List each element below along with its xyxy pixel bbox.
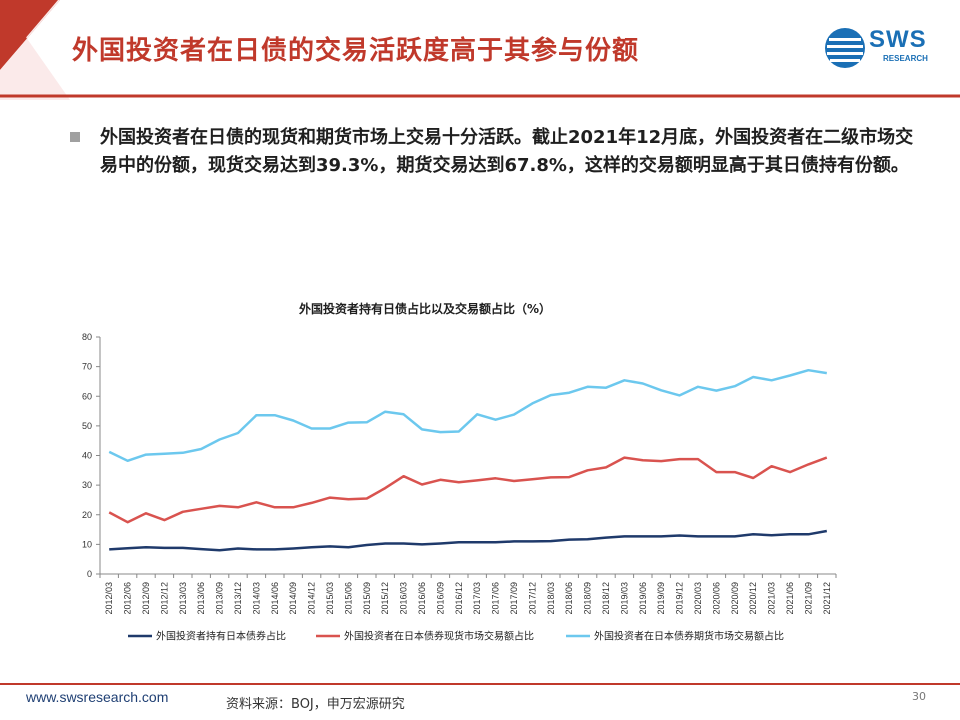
legend-label-1: 外国投资者持有日本债券占比 xyxy=(156,630,286,643)
logo-text: SWS xyxy=(869,26,927,53)
y-tick-label: 20 xyxy=(82,510,92,520)
y-tick-label: 0 xyxy=(87,569,92,579)
x-tick-label: 2020/06 xyxy=(711,582,721,615)
x-tick-label: 2018/12 xyxy=(601,582,611,615)
chart-axes: 0 10 20 30 40 50 60 70 80 2012/03 2012/06 2012/09 20… xyxy=(82,332,837,615)
header-red-triangle xyxy=(0,0,58,68)
x-tick-label: 2012/03 xyxy=(104,582,114,615)
legend-label-3: 外国投资者在日本债券期货市场交易额占比 xyxy=(594,630,784,643)
x-tick-label: 2019/12 xyxy=(675,582,685,615)
bullet-square-icon xyxy=(70,132,80,142)
x-tick-label: 2019/09 xyxy=(656,582,666,615)
x-tick-label: 2020/09 xyxy=(730,582,740,615)
x-tick-label: 2014/12 xyxy=(307,582,317,615)
x-tick-label: 2015/03 xyxy=(325,582,335,615)
x-tick-label: 2013/09 xyxy=(215,582,225,615)
x-tick-label: 2021/12 xyxy=(822,582,832,615)
x-tick-label: 2017/03 xyxy=(472,582,482,615)
x-tick-label: 2016/06 xyxy=(417,582,427,615)
x-tick-label: 2020/03 xyxy=(693,582,703,615)
x-tick-label: 2017/06 xyxy=(491,582,501,615)
y-tick-label: 80 xyxy=(82,332,92,342)
y-tick-label: 50 xyxy=(82,421,92,431)
y-tick-label: 60 xyxy=(82,391,92,401)
x-tick-label: 2016/12 xyxy=(454,582,464,615)
x-tick-label: 2017/12 xyxy=(527,582,537,615)
sws-logo: SWS RESEARCH xyxy=(823,26,943,70)
page-number: 30 xyxy=(912,690,926,703)
x-tick-label: 2019/06 xyxy=(638,582,648,615)
x-tick-label: 2018/06 xyxy=(564,582,574,615)
slide-title: 外国投资者在日债的交易活跃度高于其参与份额 xyxy=(72,36,640,66)
series-line-1 xyxy=(109,529,828,552)
chart-legend: 外国投资者持有日本债券占比 外国投资者在日本债券现货市场交易额占比 外国投资者在日本… xyxy=(128,630,784,643)
y-tick-label: 30 xyxy=(82,480,92,490)
footer-source: 资料来源：BOJ，申万宏源研究 xyxy=(226,697,405,712)
x-tick-label: 2012/06 xyxy=(123,582,133,615)
x-tick-label: 2019/03 xyxy=(619,582,629,615)
header-decoration xyxy=(0,0,960,100)
y-tick-label: 40 xyxy=(82,451,92,461)
x-tick-label: 2014/06 xyxy=(270,582,280,615)
x-tick-label: 2021/06 xyxy=(785,582,795,615)
slide-header xyxy=(0,0,960,100)
x-tick-label: 2013/03 xyxy=(178,582,188,615)
x-tick-label: 2014/03 xyxy=(251,582,261,615)
x-tick-label: 2021/09 xyxy=(803,582,813,615)
series-line-3 xyxy=(108,368,827,463)
x-tick-label: 2015/09 xyxy=(362,582,372,615)
bullet-text: 外国投资者在日债的现货和期货市场上交易十分活跃。截止2021年12月底，外国投资… xyxy=(100,127,914,176)
x-tick-label: 2018/03 xyxy=(546,582,556,615)
footer-url[interactable]: www.swsresearch.com xyxy=(26,689,169,705)
x-tick-label: 2012/12 xyxy=(159,582,169,615)
x-tick-label: 2015/12 xyxy=(380,582,390,615)
x-tick-label: 2013/06 xyxy=(196,582,206,615)
x-tick-label: 2018/09 xyxy=(583,582,593,615)
x-tick-label: 2013/12 xyxy=(233,582,243,615)
series-line-2 xyxy=(108,456,828,524)
x-tick-label: 2015/06 xyxy=(343,582,353,615)
y-tick-label: 10 xyxy=(82,539,92,549)
globe-icon xyxy=(825,28,865,68)
y-tick-label: 70 xyxy=(82,362,92,372)
chart-title: 外国投资者持有日债占比以及交易额占比（%） xyxy=(298,302,552,316)
x-tick-label: 2016/09 xyxy=(435,582,445,615)
logo-subtext: RESEARCH xyxy=(883,54,928,63)
x-tick-label: 2012/09 xyxy=(141,582,151,615)
x-tick-label: 2017/09 xyxy=(509,582,519,615)
x-tick-label: 2020/12 xyxy=(748,582,758,615)
x-tick-label: 2016/03 xyxy=(399,582,409,615)
chart-series xyxy=(108,368,828,552)
x-tick-label: 2014/09 xyxy=(288,582,298,615)
legend-label-2: 外国投资者在日本债券现货市场交易额占比 xyxy=(344,630,534,643)
x-tick-label: 2021/03 xyxy=(767,582,777,615)
